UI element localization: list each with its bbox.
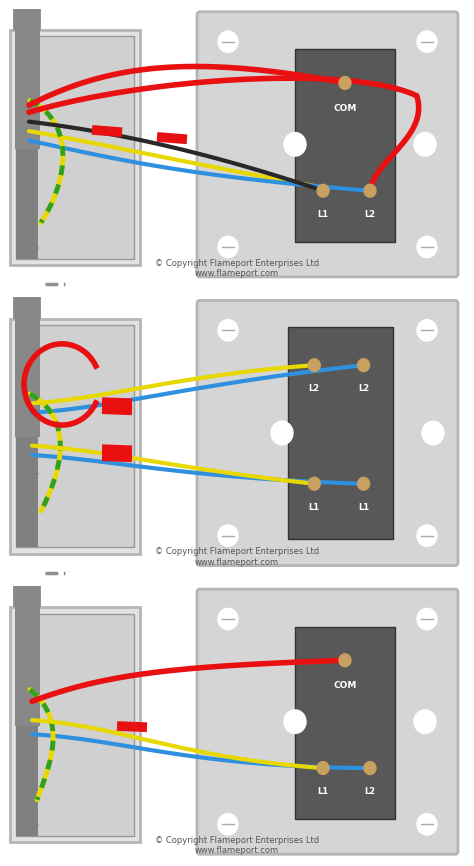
Circle shape [417,814,437,835]
Circle shape [357,477,370,490]
Text: L2: L2 [365,210,375,219]
FancyBboxPatch shape [295,49,395,242]
Circle shape [364,184,376,197]
Circle shape [339,654,351,667]
Circle shape [417,236,437,258]
Circle shape [417,31,437,52]
Circle shape [414,132,436,156]
Text: L1: L1 [318,210,328,219]
FancyBboxPatch shape [16,325,38,547]
FancyBboxPatch shape [16,36,38,259]
Circle shape [317,762,329,774]
Text: © Copyright Flameport Enterprises Ltd
www.flameport.com: © Copyright Flameport Enterprises Ltd ww… [155,259,319,278]
FancyBboxPatch shape [16,614,134,836]
Circle shape [218,31,238,52]
Text: COM: COM [333,682,357,690]
FancyBboxPatch shape [10,319,140,554]
FancyBboxPatch shape [10,30,140,265]
Text: L1: L1 [318,787,328,796]
Circle shape [271,421,293,445]
FancyBboxPatch shape [10,607,140,843]
Circle shape [218,608,238,630]
Circle shape [364,762,376,774]
Text: L2: L2 [365,787,375,796]
Text: © Copyright Flameport Enterprises Ltd
www.flameport.com: © Copyright Flameport Enterprises Ltd ww… [155,836,319,856]
Text: COM: COM [333,104,357,113]
Circle shape [339,76,351,89]
Circle shape [357,359,370,372]
Circle shape [284,710,306,734]
Circle shape [218,320,238,341]
Circle shape [308,359,320,372]
FancyBboxPatch shape [288,327,393,539]
FancyBboxPatch shape [16,325,134,547]
Text: L2: L2 [358,385,369,393]
Circle shape [417,320,437,341]
FancyBboxPatch shape [197,589,458,854]
FancyBboxPatch shape [16,614,38,836]
Circle shape [417,525,437,546]
Circle shape [417,608,437,630]
Circle shape [218,814,238,835]
Circle shape [218,525,238,546]
Circle shape [317,184,329,197]
FancyBboxPatch shape [197,12,458,277]
Text: © Copyright Flameport Enterprises Ltd
www.flameport.com: © Copyright Flameport Enterprises Ltd ww… [155,547,319,566]
Circle shape [284,132,306,156]
FancyBboxPatch shape [295,626,395,819]
Circle shape [422,421,444,445]
FancyBboxPatch shape [16,36,134,259]
Text: L2: L2 [309,385,320,393]
Text: L1: L1 [358,503,369,512]
Circle shape [308,477,320,490]
FancyBboxPatch shape [197,301,458,565]
Circle shape [218,236,238,258]
Text: L1: L1 [309,503,320,512]
Circle shape [414,710,436,734]
